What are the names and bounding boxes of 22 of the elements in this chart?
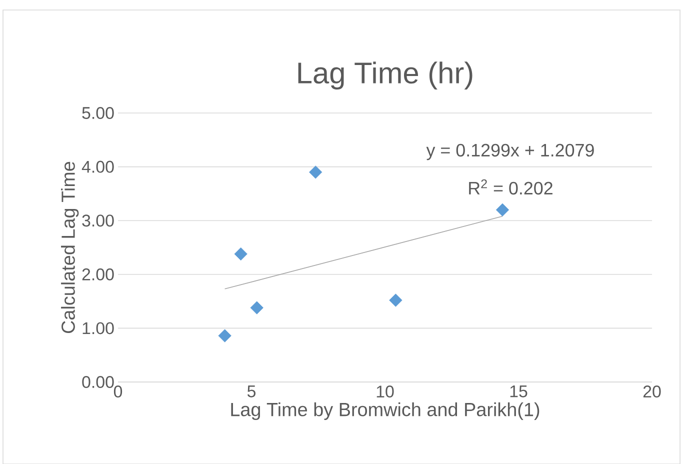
x-tick-label: 10 [376,386,394,398]
point [250,301,264,314]
x-tick-label: 15 [510,386,528,398]
y-tick-label: 5.00 [82,107,114,119]
y-tick-label: 3.00 [82,214,114,227]
point [218,329,232,342]
x-tick-label: 0 [114,386,122,398]
x-axis-title: Lag Time by Bromwich and Parikh(1) [231,402,540,420]
y-tick-label: 4.00 [82,160,114,173]
annotation: R$^{2}$ = 0.202 [469,179,552,195]
point [234,247,248,261]
point [309,166,322,179]
chart-title: Lag Time (hr) [298,62,472,90]
y-tick-label: 2.00 [82,268,114,280]
y-tick-label: 1.00 [82,322,114,334]
x-tick-label: 5 [247,386,256,398]
y-tick-label: 0.00 [82,376,114,388]
x-tick-label: 20 [643,386,661,398]
annotation: y = 0.1299x + 1.2079 [426,144,594,160]
point [496,203,510,216]
y-axis-title: Calculated Lag Time [61,162,79,333]
point [389,294,402,307]
